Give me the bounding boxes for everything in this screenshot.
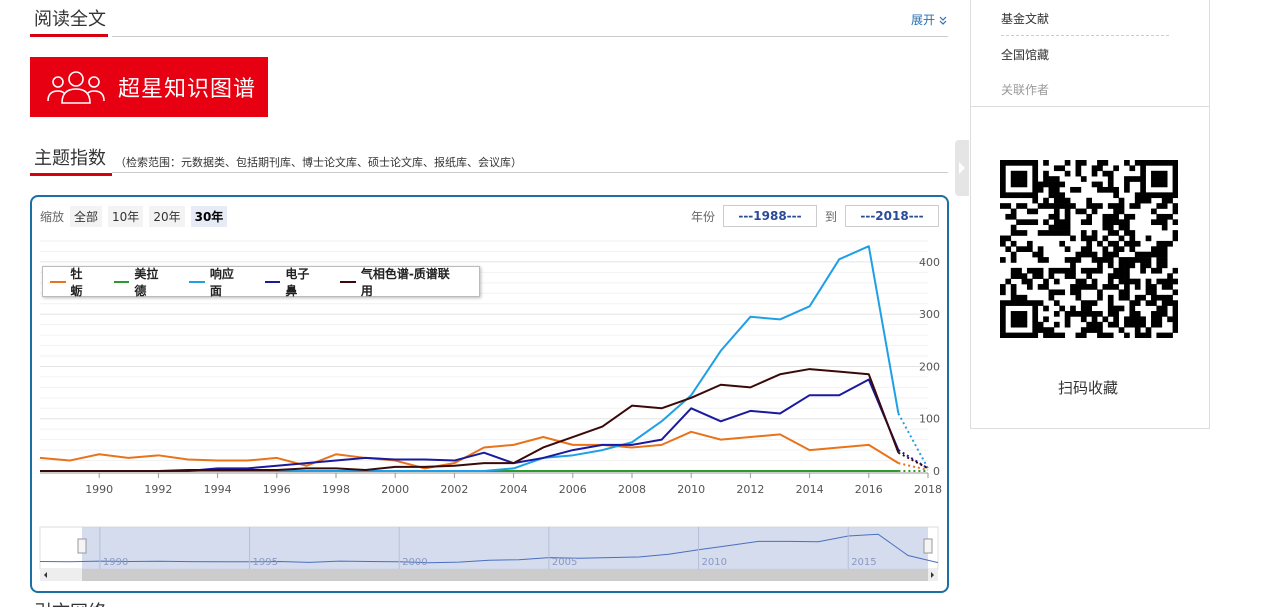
- legend-swatch-2: [189, 280, 205, 283]
- x-tick-label: 1994: [204, 483, 232, 496]
- y-tick-label: 400: [919, 256, 940, 269]
- x-tick-label: 2010: [677, 483, 705, 496]
- x-tick-label: 2002: [440, 483, 468, 496]
- series-forecast-3: [897, 449, 929, 470]
- x-tick-label: 2014: [796, 483, 824, 496]
- zoom-20y-button[interactable]: 20年: [149, 206, 185, 227]
- y-tick-label: 0: [933, 465, 940, 478]
- zoom-10y-button[interactable]: 10年: [108, 206, 144, 227]
- series-line-4: [40, 368, 900, 472]
- legend-swatch-0: [50, 280, 66, 283]
- theme-index-chart: 缩放 全部 10年 20年 30年 年份 ---1988--- 到 ---201…: [30, 195, 949, 593]
- qr-code-icon: [1000, 160, 1178, 338]
- legend-item-2[interactable]: 响应面: [189, 265, 244, 299]
- x-tick-label: 2000: [381, 483, 409, 496]
- legend-item-0[interactable]: 牡蛎: [50, 265, 94, 299]
- people-icon: [47, 71, 105, 104]
- zoom-all-button[interactable]: 全部: [70, 206, 103, 227]
- x-tick-label: 2016: [855, 483, 883, 496]
- to-label: 到: [824, 209, 837, 224]
- divider: [971, 106, 1210, 107]
- navigator-label: 1995: [253, 557, 278, 568]
- x-tick-label: 1992: [144, 483, 172, 496]
- year-range: 年份 ---1988--- 到 ---2018---: [691, 205, 939, 227]
- qr-label: 扫码收藏: [1058, 379, 1119, 397]
- chevron-double-down-icon: [939, 16, 947, 25]
- x-tick-label: 2006: [559, 483, 587, 496]
- navigator-label: 2000: [402, 557, 427, 568]
- side-panel-toggle[interactable]: [955, 140, 969, 196]
- year-label: 年份: [690, 209, 715, 224]
- x-tick-label: 2004: [500, 483, 528, 496]
- y-tick-label: 300: [919, 308, 940, 321]
- side-panel: 基金文献 全国馆藏 关联作者: [970, 0, 1210, 429]
- x-tick-label: 1996: [263, 483, 291, 496]
- x-tick-label: 1990: [85, 483, 113, 496]
- knowledge-graph-banner[interactable]: 超星知识图谱: [30, 57, 268, 117]
- zoom-30y-button[interactable]: 30年: [190, 206, 228, 227]
- search-scope-note: （检索范围：元数据类、包括期刊库、博士论文库、硕士论文库、报纸库、会议库）: [115, 156, 522, 169]
- y-tick-label: 100: [919, 413, 940, 426]
- zoom-label: 缩放: [40, 210, 65, 224]
- citation-network-title: 引文网络: [34, 598, 106, 607]
- theme-index-title: 主题指数: [30, 144, 112, 176]
- scroll-right-arrow-icon: [931, 572, 934, 578]
- section-divider: [112, 172, 948, 173]
- line-chart-svg: 0 100 200 300 400 1990 1992 1994 1996 1998 2000 200…: [39, 240, 942, 581]
- navigator-handle-left: [77, 538, 87, 554]
- navigator-series: [39, 533, 939, 564]
- divider: [1001, 35, 1169, 36]
- legend-item-4[interactable]: 气相色谱-质谱联用: [340, 265, 459, 299]
- x-tick-label: 2012: [736, 483, 764, 496]
- series-line-0: [39, 430, 899, 470]
- section-divider: [112, 36, 948, 37]
- read-full-title: 阅读全文: [30, 5, 108, 37]
- expand-button[interactable]: 展开: [911, 11, 947, 28]
- series-forecast-4: [897, 451, 929, 470]
- legend-item-3[interactable]: 电子鼻: [264, 265, 320, 299]
- navigator-label: 2010: [702, 557, 727, 568]
- legend-swatch-1: [113, 280, 130, 283]
- series-forecast-2: [897, 413, 929, 469]
- legend-item-1[interactable]: 美拉德: [113, 265, 169, 299]
- year-to-input[interactable]: ---2018---: [845, 205, 939, 227]
- zoom-controls: 缩放 全部 10年 20年 30年: [40, 206, 228, 227]
- scroll-left-arrow-icon: [44, 572, 47, 578]
- year-from-input[interactable]: ---1988---: [722, 205, 817, 227]
- navigator-label: 1990: [103, 557, 128, 568]
- legend-swatch-3: [264, 280, 281, 283]
- chart-legend: 牡蛎 美拉德 响应面 电子鼻 气相色谱-质谱联用: [42, 265, 480, 299]
- y-tick-label: 200: [919, 360, 940, 373]
- x-tick-label: 1998: [322, 483, 350, 496]
- scrollbar-thumb: [82, 569, 928, 581]
- legend-swatch-4: [340, 280, 356, 283]
- navigator-label: 2005: [552, 557, 577, 568]
- series-forecast-0: [898, 462, 929, 471]
- banner-text: 超星知识图谱: [118, 77, 257, 102]
- x-tick-label: 2008: [618, 483, 646, 496]
- navigator-selection: [82, 527, 928, 569]
- side-link-fund[interactable]: 基金文献: [1001, 12, 1050, 26]
- navigator-label: 2015: [851, 557, 876, 568]
- side-link-authors[interactable]: 关联作者: [1001, 83, 1050, 97]
- side-link-holdings[interactable]: 全国馆藏: [1001, 48, 1050, 62]
- x-tick-label: 2018: [914, 483, 942, 496]
- navigator-handle-right: [923, 538, 933, 554]
